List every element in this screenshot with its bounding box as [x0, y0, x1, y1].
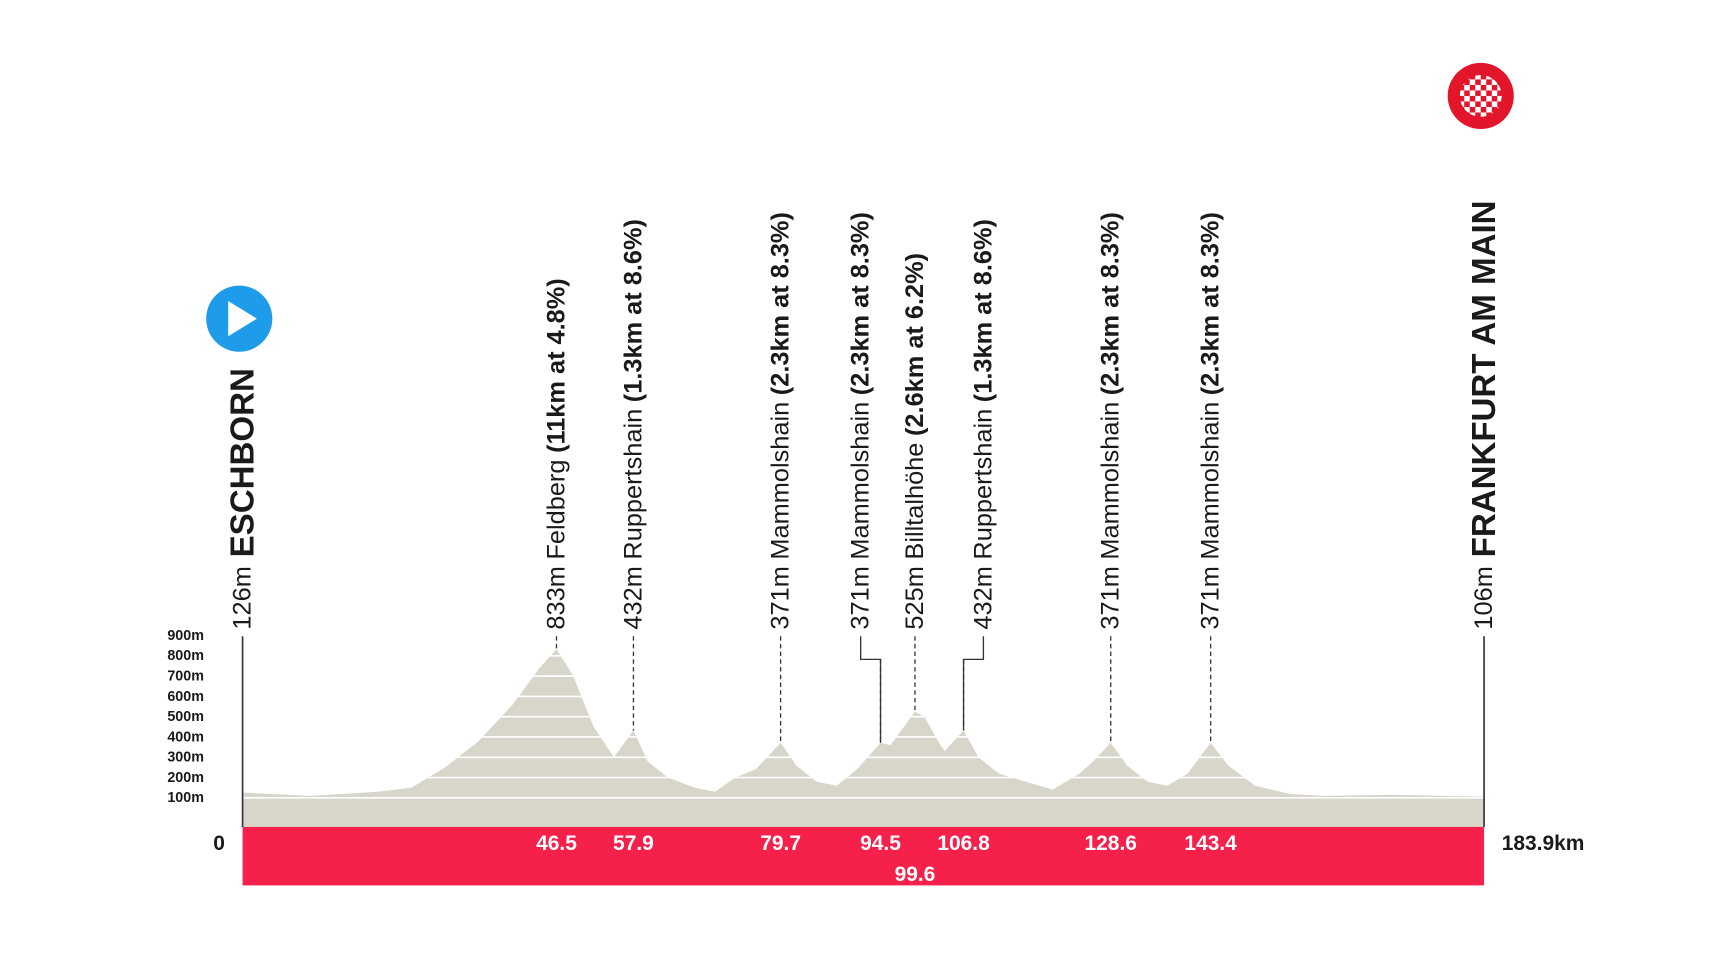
- climb-label-part: 371m: [1097, 566, 1125, 629]
- y-tick-label: 400m: [167, 729, 204, 745]
- climb-label: 371m Mammolshain (2.3km at 8.3%): [1097, 212, 1125, 630]
- km-label: 106.8: [937, 832, 989, 855]
- climb-label-part: (1.3km at 8.6%): [969, 219, 997, 402]
- climb-label: 432m Ruppertshain (1.3km at 8.6%): [619, 219, 647, 630]
- y-tick-label: 200m: [167, 770, 204, 786]
- climb-label-part: Ruppertshain: [969, 409, 997, 560]
- finish-label: 106m FRANKFURT AM MAIN: [1466, 200, 1503, 629]
- climb-label: 432m Ruppertshain (1.3km at 8.6%): [969, 219, 997, 630]
- climb-label-part: Mammolshain: [847, 402, 875, 560]
- climb-connector: [860, 636, 882, 743]
- finish-icon: [1447, 62, 1514, 130]
- start-label-part: 126m: [229, 566, 257, 629]
- climb-label-part: (2.6km at 6.2%): [901, 253, 929, 436]
- y-tick-label: 100m: [167, 790, 204, 806]
- distance-band: [242, 826, 1485, 886]
- climb-label-part: 432m: [619, 566, 647, 629]
- climb-label-part: 432m: [969, 566, 997, 629]
- start-label-part: ESCHBORN: [224, 368, 261, 557]
- km-label: 143.4: [1184, 832, 1237, 855]
- climb-label-part: 833m: [542, 566, 570, 629]
- climb-label: 371m Mammolshain (2.3km at 8.3%): [767, 212, 795, 630]
- x-tick-label: 0: [213, 832, 225, 855]
- y-tick-label: 700m: [167, 669, 204, 685]
- climb-label-part: (2.3km at 8.3%): [1097, 212, 1125, 395]
- climb-label-part: 371m: [1197, 566, 1225, 629]
- y-tick-label: 500m: [167, 709, 204, 725]
- x-tick-label: 183.9km: [1502, 832, 1585, 855]
- climb-label-part: Mammolshain: [1197, 402, 1225, 560]
- km-label: 57.9: [613, 832, 654, 855]
- climb-label-part: Billtalhöhe: [901, 443, 929, 560]
- climb-label-part: (2.3km at 8.3%): [767, 212, 795, 395]
- climb-label-part: (2.3km at 8.3%): [847, 212, 875, 395]
- y-tick-label: 900m: [167, 628, 204, 644]
- climb-label-part: Ruppertshain: [619, 409, 647, 560]
- climb-label-part: 525m: [901, 566, 929, 629]
- climb-label: 525m Billtalhöhe (2.6km at 6.2%): [901, 253, 929, 630]
- climb-label-part: 371m: [847, 566, 875, 629]
- climb-label: 371m Mammolshain (2.3km at 8.3%): [1197, 212, 1225, 630]
- y-tick-label: 600m: [167, 689, 204, 705]
- climb-label-part: (1.3km at 8.6%): [619, 219, 647, 402]
- km-label: 46.5: [536, 832, 577, 855]
- elevation-area: [242, 649, 1485, 827]
- climb-label: 371m Mammolshain (2.3km at 8.3%): [847, 212, 875, 630]
- climb-label-part: Mammolshain: [1097, 402, 1125, 560]
- climb-connector: [962, 636, 985, 731]
- climb-label: 833m Feldberg (11km at 4.8%): [542, 278, 570, 629]
- y-tick-label: 800m: [167, 648, 204, 664]
- km-label: 99.6: [895, 863, 936, 886]
- km-label: 79.7: [760, 832, 801, 855]
- y-tick-label: 300m: [167, 750, 204, 766]
- climb-label-part: (2.3km at 8.3%): [1197, 212, 1225, 395]
- climb-label-part: (11km at 4.8%): [542, 278, 570, 453]
- start-label: 126m ESCHBORN: [224, 368, 261, 629]
- climb-label-part: Mammolshain: [767, 402, 795, 560]
- start-icon: [206, 285, 273, 352]
- finish-label-part: FRANKFURT AM MAIN: [1466, 200, 1503, 557]
- climb-label-part: 371m: [767, 566, 795, 629]
- km-label: 94.5: [860, 832, 901, 855]
- climb-label-part: Feldberg: [542, 460, 570, 560]
- finish-label-part: 106m: [1470, 566, 1498, 629]
- km-label: 128.6: [1085, 832, 1137, 855]
